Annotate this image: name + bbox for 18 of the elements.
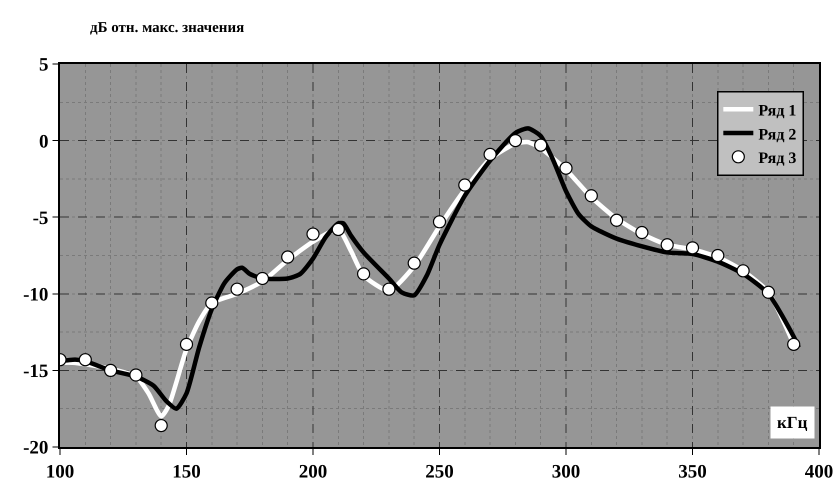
legend-label: Ряд 3 bbox=[758, 150, 796, 168]
x-tick-label: 150 bbox=[172, 462, 201, 483]
y-tick-label: 0 bbox=[38, 131, 48, 152]
x-tick-label: 250 bbox=[425, 462, 454, 483]
x-tick-label: 400 bbox=[804, 462, 834, 483]
x-tick-label: 100 bbox=[46, 462, 74, 483]
x-axis-title: кГц bbox=[777, 413, 808, 432]
y-tick-label: -5 bbox=[32, 208, 48, 229]
y-tick-label: -20 bbox=[23, 438, 48, 459]
y-tick-label: 5 bbox=[38, 54, 48, 76]
y-tick-label: -10 bbox=[23, 284, 48, 306]
legend-label: Ряд 2 bbox=[758, 126, 796, 144]
x-tick-label: 300 bbox=[552, 462, 580, 483]
x-tick-label: 200 bbox=[298, 462, 328, 483]
y-tick-label: -15 bbox=[23, 361, 48, 382]
legend-label: Ряд 1 bbox=[758, 102, 796, 120]
y-axis-title: дБ отн. макс. значения bbox=[90, 20, 244, 36]
x-tick-label: 350 bbox=[678, 462, 707, 483]
